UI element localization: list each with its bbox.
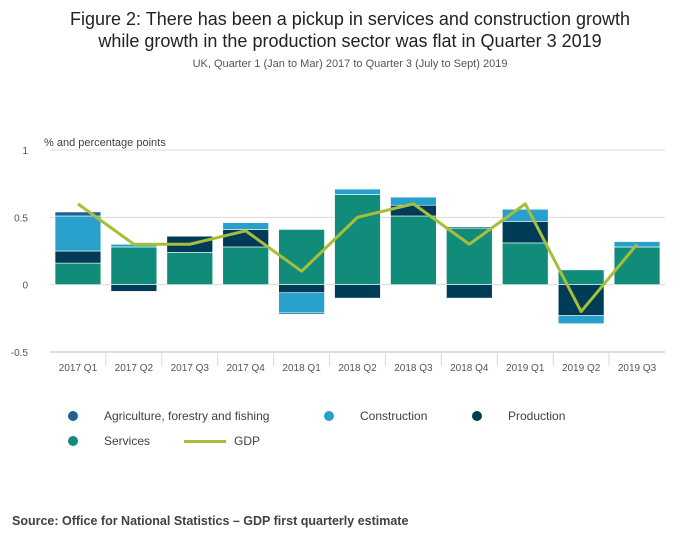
x-tick-label: 2019 Q3 xyxy=(618,363,657,374)
x-tick-label: 2017 Q2 xyxy=(115,363,154,374)
bar-segment xyxy=(334,194,381,285)
bar-segment xyxy=(613,246,661,285)
chart-subtitle: UK, Quarter 1 (Jan to Mar) 2017 to Quart… xyxy=(192,58,508,70)
bar-segment xyxy=(110,246,158,285)
x-tick-label: 2017 Q3 xyxy=(171,363,210,374)
bar-segment xyxy=(502,242,549,285)
title-line-1: Figure 2: There has been a pickup in ser… xyxy=(70,9,630,29)
x-tick-label: 2018 Q4 xyxy=(450,363,489,374)
bar-segment xyxy=(278,312,325,315)
bar-segment xyxy=(222,222,269,230)
bar-segment xyxy=(278,292,325,314)
x-tick-label: 2019 Q1 xyxy=(506,363,545,374)
bar-segment xyxy=(54,250,102,264)
y-tick-label: 1 xyxy=(22,146,28,157)
bar-segment xyxy=(334,284,381,299)
bar-segment xyxy=(54,215,102,252)
axes: 2017 Q1 2017 Q2 2017 Q3 2017 Q4 2018 Q1 2018 … xyxy=(50,351,665,374)
gdp-line-group xyxy=(77,202,639,314)
bar-segment xyxy=(446,227,493,285)
bar-segment xyxy=(166,252,213,285)
bar-segment xyxy=(446,284,493,299)
gdp-line xyxy=(77,202,639,314)
bar-segment xyxy=(222,246,269,285)
y-tick-label: 0.5 xyxy=(14,213,28,224)
y-axis-label: % and percentage points xyxy=(44,137,166,149)
bar-segment xyxy=(390,215,437,285)
x-tick-label: 2017 Q1 xyxy=(59,363,98,374)
bar-segment xyxy=(446,226,493,229)
x-tick-label: 2018 Q1 xyxy=(282,363,321,374)
source-note: Source: Office for National Statistics –… xyxy=(12,514,409,528)
chart-title: Figure 2: There has been a pickup in ser… xyxy=(0,8,700,52)
bar-segment xyxy=(54,211,102,217)
bars xyxy=(54,188,661,325)
x-tick-label: 2018 Q2 xyxy=(338,363,377,374)
bar-segment xyxy=(557,315,605,325)
bar-segment xyxy=(334,188,381,195)
bar-segment xyxy=(110,284,158,292)
x-tick-label: 2018 Q3 xyxy=(394,363,433,374)
x-tick-label: 2019 Q2 xyxy=(562,363,601,374)
y-tick-label: 0 xyxy=(22,281,28,292)
bar-segment xyxy=(278,284,325,294)
bar-segment xyxy=(54,262,102,285)
x-tick-label: 2017 Q4 xyxy=(226,363,265,374)
title-line-2: while growth in the production sector wa… xyxy=(98,31,602,51)
y-tick-label: -0.5 xyxy=(11,348,29,359)
